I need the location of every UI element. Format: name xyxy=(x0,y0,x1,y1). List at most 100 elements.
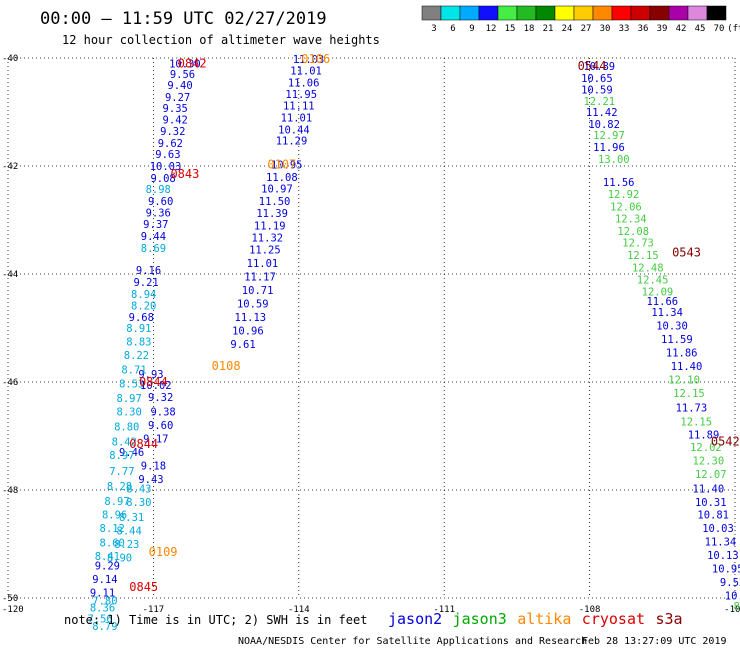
wave-height-value: 10.95 xyxy=(712,563,740,575)
colorbar-label: 6 xyxy=(450,24,455,34)
wave-height-value: 8.22 xyxy=(124,350,149,362)
wave-height-value: 11.13 xyxy=(235,312,267,324)
wave-height-value: 12.02 xyxy=(690,442,722,454)
wave-height-value: 8.97 xyxy=(117,393,142,405)
wave-height-value: 9.21 xyxy=(133,277,158,289)
wave-height-value: 12.21 xyxy=(583,96,615,108)
wave-height-value: 11.32 xyxy=(251,232,283,244)
satellite-legend-s3a: s3a xyxy=(656,610,683,628)
wave-height-value: 8.97 xyxy=(104,496,129,508)
wave-height-value: 11.03 xyxy=(293,54,325,66)
wave-height-value: 11.34 xyxy=(705,536,737,548)
axis-ticks: -120 -117 -114 -111 -108 -105 -40 -42 -44 -46 -48 -… xyxy=(2,54,740,615)
wave-height-value: 11.66 xyxy=(646,296,678,308)
colorbar-swatch xyxy=(440,5,461,21)
wave-height-value: 8.79 xyxy=(92,621,117,633)
pass-time-label: 0106 xyxy=(301,52,330,66)
y-tick-label: -46 xyxy=(2,378,18,388)
wave-height-value: 10.71 xyxy=(242,285,274,297)
wave-height-value: 8.30 xyxy=(117,407,142,419)
y-tick-label: -42 xyxy=(2,162,18,172)
wave-height-value: 10.96 xyxy=(232,326,264,338)
x-tick-label: -114 xyxy=(288,605,310,615)
colorbar-label: 33 xyxy=(619,24,630,34)
colorbar-swatch xyxy=(573,5,594,21)
wave-height-value: 8.53 xyxy=(119,379,144,391)
colorbar-swatch xyxy=(630,5,651,21)
wave-height-value: 13.00 xyxy=(598,154,630,166)
wave-height-value: 9.60 xyxy=(148,420,173,432)
wave-height-value: 9.32 xyxy=(148,392,173,404)
colorbar-label: 27 xyxy=(581,24,592,34)
wave-height-value: 9.60 xyxy=(148,196,173,208)
pass-time-label: 0843 xyxy=(170,167,199,181)
colorbar-swatch xyxy=(459,5,480,21)
colorbar-swatch xyxy=(649,5,670,21)
wave-height-value: 8.41 xyxy=(95,551,120,563)
footer-note: note: 1) Time is in UTC; 2) SWH is in fe… xyxy=(64,613,367,627)
wave-height-value: 8.23 xyxy=(114,539,139,551)
colorbar-label: 3 xyxy=(431,24,436,34)
wave-height-value: 11.73 xyxy=(676,402,708,414)
wave-height-value: 11.95 xyxy=(285,89,317,101)
wave-height-value: 11.42 xyxy=(586,107,618,119)
wave-height-value: 8.43 xyxy=(126,483,151,495)
wave-height-value: 12.09 xyxy=(642,286,674,298)
colorbar-label: 36 xyxy=(638,24,649,34)
wave-height-value: 11.34 xyxy=(651,307,683,319)
wave-height-value: 10.65 xyxy=(581,73,613,85)
colorbar-label: 42 xyxy=(676,24,687,34)
satellite-legend-jason2: jason2 xyxy=(388,610,442,628)
colorbar-swatch xyxy=(516,5,537,21)
wave-height-value: 9.63 xyxy=(155,149,180,161)
wave-height-value: 12.92 xyxy=(608,189,640,201)
wave-height-value: 12.15 xyxy=(680,416,712,428)
wave-height-value: 11.29 xyxy=(276,136,308,148)
wave-height-value: 11.56 xyxy=(603,177,635,189)
wave-height-value: 11.39 xyxy=(256,208,288,220)
colorbar-label: 24 xyxy=(562,24,573,34)
wave-height-value: 9.61 xyxy=(230,339,255,351)
wave-height-value: 10.2 xyxy=(725,590,740,602)
satellite-legend-cryosat: cryosat xyxy=(582,610,645,628)
x-tick-label: -111 xyxy=(433,605,455,615)
wave-height-value: 12.73 xyxy=(622,238,654,250)
colorbar-label: 15 xyxy=(505,24,516,34)
colorbar-label: 18 xyxy=(524,24,535,34)
colorbar-swatch xyxy=(497,5,518,21)
wave-height-value: 12.30 xyxy=(693,455,725,467)
x-tick-label: -120 xyxy=(2,605,24,615)
wave-height-value: 9.40 xyxy=(167,80,192,92)
wave-height-value: 10.03 xyxy=(150,161,182,173)
wave-height-value: 8.90 xyxy=(107,553,132,565)
wave-height-value: 8.71 xyxy=(121,365,146,377)
wave-height-value: 9.56 xyxy=(170,69,195,81)
pass-time-labels: 0106 0842 0107 0843 0108 0844 0844 0109 0845 0544… xyxy=(129,52,740,594)
wave-height-value: 9.16 xyxy=(136,265,161,277)
wave-height-value: 11.19 xyxy=(254,220,286,232)
wave-height-value: 12.10 xyxy=(668,374,700,386)
wave-height-value: 10.97 xyxy=(261,184,293,196)
wave-height-value: 10.03 xyxy=(702,523,734,535)
wave-height-value: 11.01 xyxy=(281,112,313,124)
wave-height-value: 11.40 xyxy=(693,483,725,495)
wave-height-value: 9.27 xyxy=(165,92,190,104)
wave-height-value: 9.62 xyxy=(158,138,183,150)
wave-height-value: 9.42 xyxy=(163,115,188,127)
y-tick-label: -50 xyxy=(2,594,18,604)
wave-height-value: 10.82 xyxy=(588,119,620,131)
satellite-legend: jason2 jason3 altika cryosat s3a xyxy=(388,610,683,628)
colorbar-swatch xyxy=(706,5,727,21)
wave-height-value: 8.12 xyxy=(100,523,125,535)
wave-height-value: 10.95 xyxy=(271,159,303,171)
pass-time-label: 0842 xyxy=(178,56,207,70)
y-tick-label: -44 xyxy=(2,270,18,280)
wave-height-value: 9.18 xyxy=(141,461,166,473)
wave-height-value: 8.83 xyxy=(126,337,151,349)
pass-time-label: 0844 xyxy=(139,375,168,389)
wave-height-value: 9.53 xyxy=(720,577,740,589)
colorbar-swatch xyxy=(668,5,689,21)
footer-credit: NOAA/NESDIS Center for Satellite Applica… xyxy=(238,636,587,647)
wave-height-value: 9.68 xyxy=(129,312,154,324)
wave-height-value: 8.28 xyxy=(107,481,132,493)
